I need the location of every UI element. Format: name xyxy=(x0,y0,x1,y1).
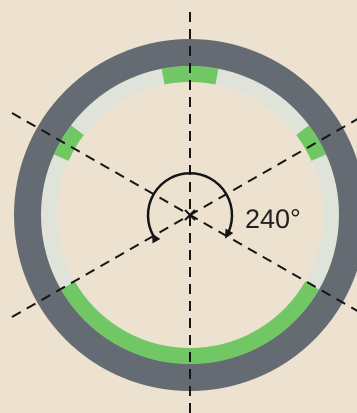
center-mark xyxy=(184,209,196,221)
angle-arc-arrow xyxy=(146,172,234,244)
top-contact-segment xyxy=(161,66,219,85)
angle-label: 240° xyxy=(245,204,301,234)
upper-right-contact-segment xyxy=(296,125,327,162)
upper-left-contact-segment xyxy=(53,125,84,162)
